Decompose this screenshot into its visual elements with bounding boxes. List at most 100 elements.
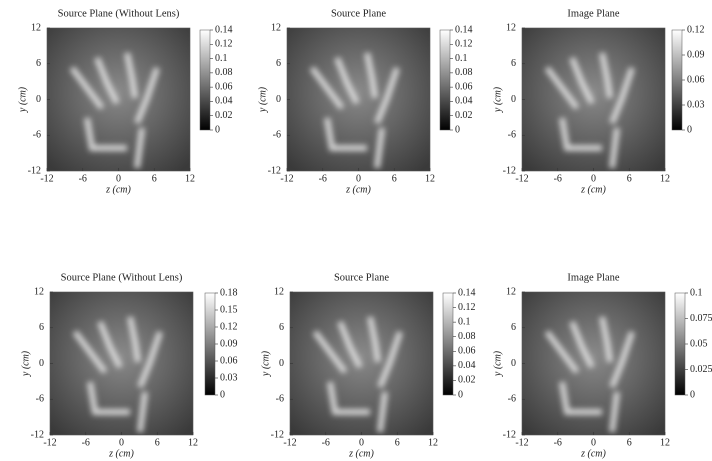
x-tick-label: 0	[591, 173, 596, 184]
y-tick-label: -12	[503, 429, 516, 440]
y-tick-label: 12	[506, 286, 516, 297]
colorbar-tick-label: 0	[687, 124, 692, 135]
colorbar-tick-label: 0.08	[215, 67, 233, 78]
x-tick-label: 12	[188, 437, 198, 448]
y-tick-label: 6	[36, 58, 41, 69]
x-tick-label: 0	[591, 437, 596, 448]
colorbar-tick-label: 0.18	[220, 287, 238, 298]
colorbar-tick-label: 0.03	[687, 99, 705, 110]
x-tick-label: -6	[554, 437, 562, 448]
colorbar-tick-label: 0	[220, 389, 225, 400]
x-axis-label: z (cm)	[580, 448, 606, 459]
y-axis-label: y (cm)	[492, 86, 503, 113]
y-tick-label: 0	[511, 358, 516, 369]
y-tick-label: 6	[39, 322, 44, 333]
y-axis-label: y (cm)	[20, 350, 31, 377]
x-tick-label: -6	[82, 437, 90, 448]
x-tick-label: 12	[660, 437, 670, 448]
x-axis-label: z (cm)	[108, 448, 134, 459]
colorbar-tick-label: 0.12	[458, 302, 476, 313]
colorbar-tick-label: 0.02	[455, 110, 473, 121]
panel-title: Image Plane	[567, 272, 620, 283]
x-axis-label: z (cm)	[580, 184, 606, 195]
y-tick-label: 6	[279, 322, 284, 333]
colorbar-tick-label: 0.12	[687, 24, 705, 35]
y-tick-label: -12	[31, 429, 44, 440]
colorbar-tick-label: 0.04	[455, 96, 473, 107]
y-tick-label: 12	[31, 22, 41, 33]
colorbar-tick-label: 0.08	[458, 331, 476, 342]
colorbar-tick-label: 0.12	[455, 39, 473, 50]
colorbar-tick-label: 0.14	[455, 24, 473, 35]
panel-title: Source Plane	[331, 8, 386, 19]
panel-title: Source Plane	[334, 272, 389, 283]
x-tick-label: 6	[155, 437, 160, 448]
y-tick-label: 0	[279, 358, 284, 369]
colorbar-tick-label: 0.14	[215, 24, 233, 35]
colorbar-tick-label: 0.15	[220, 304, 238, 315]
colorbar-tick-label: 0	[690, 389, 695, 400]
panel-title: Image Plane	[567, 8, 620, 19]
colorbar-tick-label: 0.06	[220, 355, 238, 366]
colorbar-tick-label: 0.05	[690, 338, 708, 349]
panel-title: Source Plane (Without Lens)	[58, 8, 180, 19]
x-tick-label: 0	[356, 173, 361, 184]
colorbar-tick-label: 0.1	[458, 316, 471, 327]
y-tick-label: -12	[28, 165, 41, 176]
x-tick-label: -12	[283, 437, 296, 448]
y-tick-label: -6	[33, 130, 41, 141]
y-tick-label: -6	[508, 394, 516, 405]
x-tick-label: -6	[322, 437, 330, 448]
x-axis-label: z (cm)	[105, 184, 131, 195]
x-tick-label: 0	[119, 437, 124, 448]
colorbar-tick-label: 0.12	[215, 39, 233, 50]
colorbar-tick-label: 0	[458, 389, 463, 400]
colorbar	[205, 293, 215, 395]
y-tick-label: 6	[276, 58, 281, 69]
colorbar-tick-label: 0.06	[687, 74, 705, 85]
x-tick-label: -12	[43, 437, 56, 448]
y-tick-label: 6	[511, 58, 516, 69]
colorbar-tick-label: 0.12	[220, 321, 238, 332]
colorbar-tick-label: 0.09	[687, 49, 705, 60]
y-tick-label: 12	[271, 22, 281, 33]
x-tick-label: -12	[515, 173, 528, 184]
y-axis-label: y (cm)	[260, 350, 271, 377]
x-tick-label: -12	[515, 437, 528, 448]
colorbar	[443, 293, 453, 395]
x-tick-label: 6	[152, 173, 157, 184]
y-axis-label: y (cm)	[17, 86, 28, 113]
x-tick-label: 12	[428, 437, 438, 448]
y-tick-label: -6	[508, 130, 516, 141]
y-tick-label: -12	[268, 165, 281, 176]
x-tick-label: 6	[395, 437, 400, 448]
y-tick-label: 0	[39, 358, 44, 369]
y-tick-label: -6	[276, 394, 284, 405]
y-tick-label: -12	[271, 429, 284, 440]
colorbar	[200, 30, 210, 130]
x-tick-label: -12	[280, 173, 293, 184]
x-tick-label: -6	[319, 173, 327, 184]
x-tick-label: -6	[554, 173, 562, 184]
y-tick-label: 0	[511, 94, 516, 105]
x-tick-label: 6	[392, 173, 397, 184]
x-axis-label: z (cm)	[345, 184, 371, 195]
x-tick-label: -12	[40, 173, 53, 184]
colorbar	[440, 30, 450, 130]
y-tick-label: 0	[276, 94, 281, 105]
colorbar-tick-label: 0.025	[690, 364, 712, 375]
figure: Source Plane (Without Lens)-12-60612-12-…	[0, 0, 712, 461]
x-tick-label: 0	[116, 173, 121, 184]
panel: Source Plane (Without Lens)-12-60612-12-…	[17, 8, 232, 195]
colorbar-tick-label: 0.1	[215, 53, 228, 64]
colorbar-tick-label: 0	[215, 124, 220, 135]
y-axis-label: y (cm)	[257, 86, 268, 113]
colorbar-tick-label: 0	[455, 124, 460, 135]
x-tick-label: 12	[660, 173, 670, 184]
colorbar-tick-label: 0.08	[455, 67, 473, 78]
y-tick-label: -6	[36, 394, 44, 405]
panel-title: Source Plane (Without Lens)	[61, 272, 183, 283]
